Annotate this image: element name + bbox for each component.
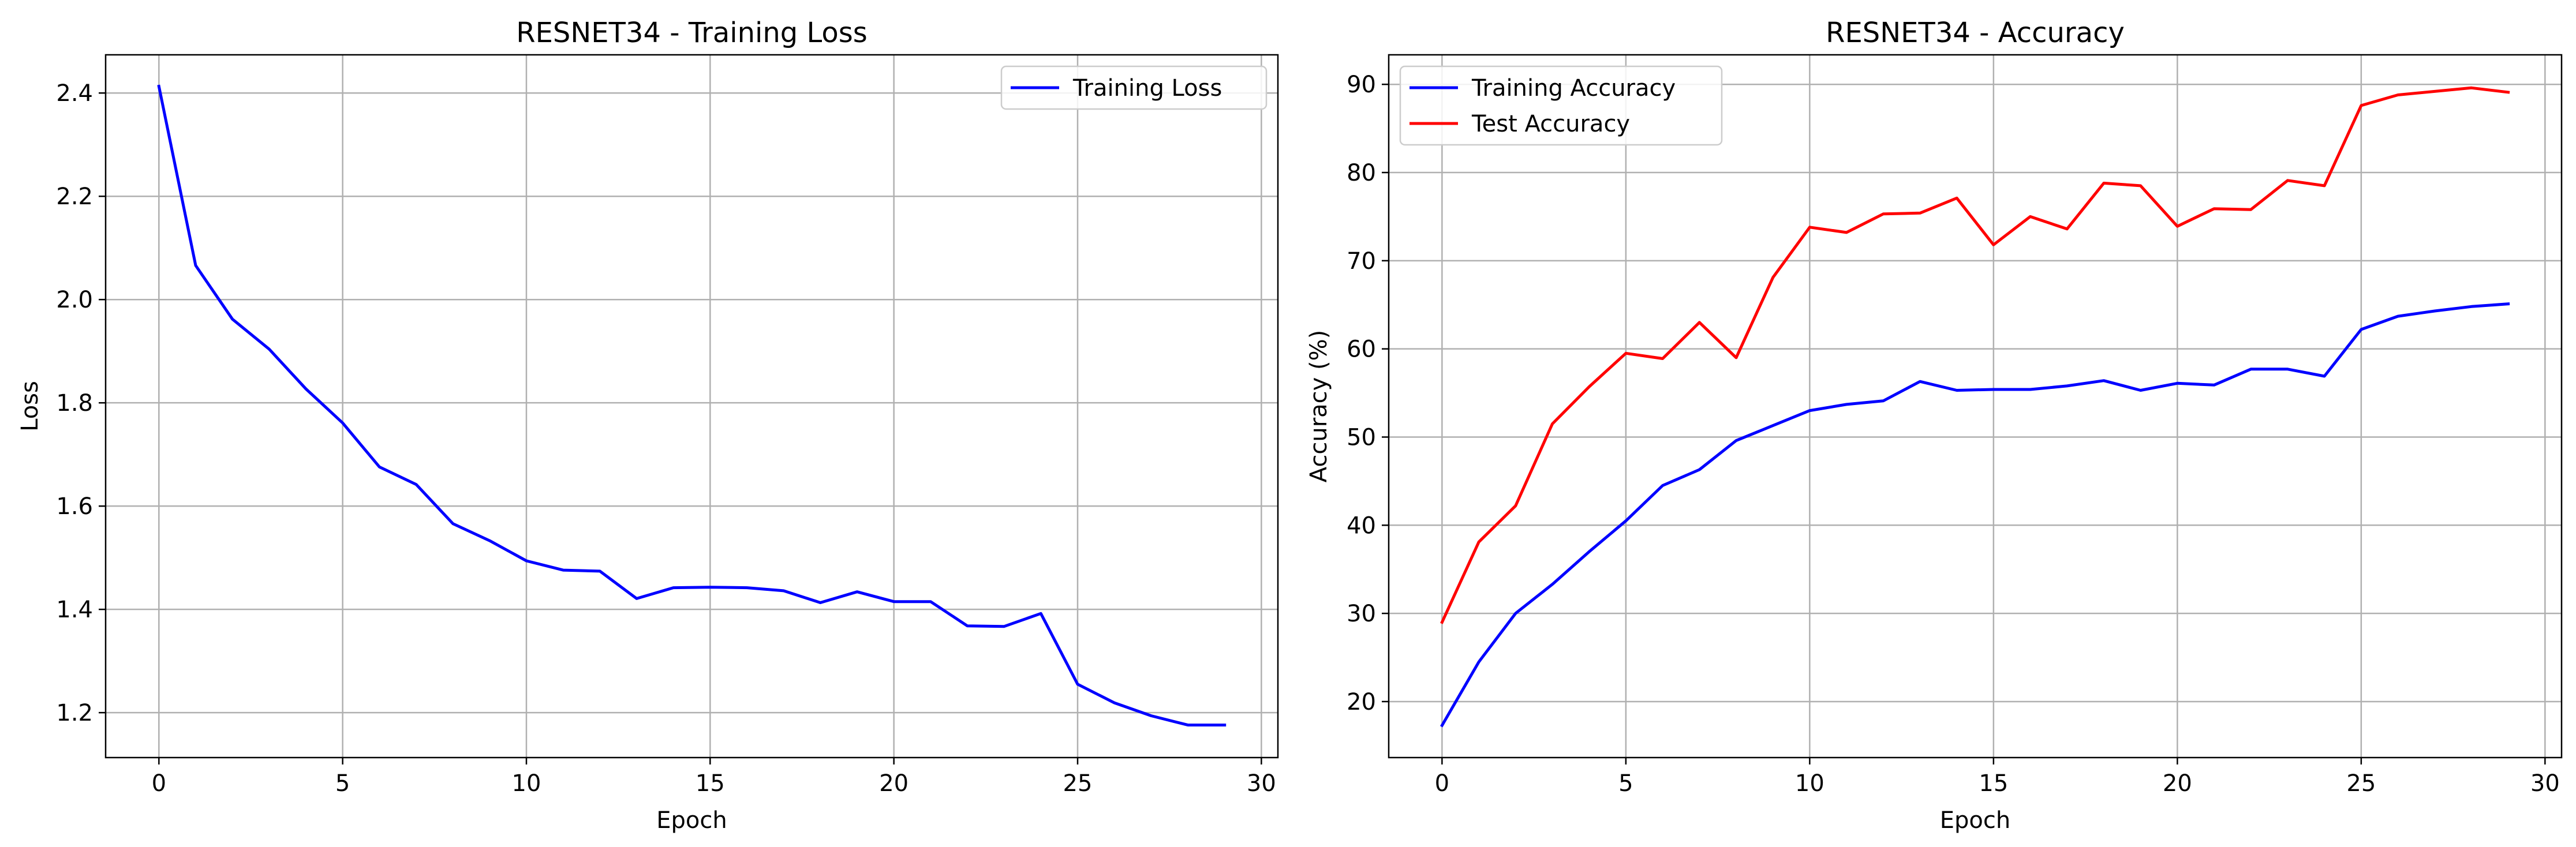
accuracy-chart-x-tick-label: 20 bbox=[2163, 770, 2192, 797]
loss-chart-title: RESNET34 - Training Loss bbox=[516, 17, 868, 49]
loss-chart-y-ticks: 1.2 1.4 1.6 1.8 2.0 2.2 2.4 bbox=[56, 80, 106, 726]
accuracy-chart-x-tick-label: 25 bbox=[2346, 770, 2376, 797]
loss-chart-y-tick-label: 2.2 bbox=[56, 183, 93, 210]
accuracy-chart-axes-frame bbox=[1388, 54, 2563, 759]
accuracy-chart-test-accuracy-line bbox=[1440, 86, 2510, 624]
accuracy-chart-legend: Training Accuracy Test Accuracy bbox=[1399, 65, 1723, 146]
loss-chart-y-tick-label: 1.4 bbox=[56, 597, 93, 623]
accuracy-chart-legend-box bbox=[1399, 65, 1723, 146]
accuracy-chart-legend-label-test-accuracy: Test Accuracy bbox=[1471, 111, 1630, 137]
accuracy-chart-legend-label-training-accuracy: Training Accuracy bbox=[1471, 75, 1676, 102]
accuracy-chart-training-accuracy-line bbox=[1440, 302, 2510, 728]
loss-chart-y-tick-label: 1.2 bbox=[56, 700, 93, 726]
accuracy-chart-y-axis-label: Accuracy (%) bbox=[1306, 330, 1332, 483]
loss-chart-axes-frame bbox=[104, 54, 1279, 759]
loss-chart-panel: 0 5 10 15 20 25 30 1.2 1.4 1.6 1.8 2.0 2.2 2.4 RESNE… bbox=[17, 17, 1279, 834]
loss-chart-legend-label-training-loss: Training Loss bbox=[1072, 75, 1222, 102]
loss-chart-series bbox=[157, 84, 1227, 727]
accuracy-chart-x-ticks: 0 5 10 15 20 25 30 bbox=[1435, 758, 2560, 797]
accuracy-chart-x-tick-label: 10 bbox=[1795, 770, 1824, 797]
loss-chart-legend: Training Loss bbox=[1000, 65, 1268, 110]
accuracy-chart-y-tick-label: 30 bbox=[1347, 601, 1376, 627]
accuracy-chart-y-tick-label: 40 bbox=[1347, 512, 1376, 539]
loss-chart-y-tick-label: 2.4 bbox=[56, 80, 93, 107]
loss-chart-x-tick-label: 15 bbox=[696, 770, 725, 797]
accuracy-chart-y-ticks: 20 30 40 50 60 70 80 90 bbox=[1347, 72, 1389, 715]
loss-chart-legend-box bbox=[1000, 65, 1268, 110]
loss-chart-y-tick-label: 1.8 bbox=[56, 390, 93, 417]
accuracy-chart-y-tick-label: 20 bbox=[1347, 689, 1376, 715]
accuracy-chart-y-tick-label: 90 bbox=[1347, 72, 1376, 98]
accuracy-chart-x-tick-label: 0 bbox=[1435, 770, 1449, 797]
loss-chart-x-tick-label: 5 bbox=[335, 770, 350, 797]
loss-chart-x-tick-label: 0 bbox=[152, 770, 166, 797]
loss-chart-training-loss-line bbox=[157, 84, 1227, 727]
loss-chart-y-tick-label: 1.6 bbox=[56, 493, 93, 520]
accuracy-chart-y-tick-label: 60 bbox=[1347, 336, 1376, 363]
accuracy-chart-x-tick-label: 15 bbox=[1979, 770, 2008, 797]
accuracy-chart-x-tick-label: 5 bbox=[1618, 770, 1633, 797]
accuracy-chart-panel: 0 5 10 15 20 25 30 20 30 40 50 60 70 80 90 RESNET34 -… bbox=[1306, 17, 2563, 834]
accuracy-chart-x-axis-label: Epoch bbox=[1940, 807, 2010, 834]
loss-chart-x-tick-label: 20 bbox=[879, 770, 908, 797]
loss-chart-x-axis-label: Epoch bbox=[656, 807, 727, 834]
accuracy-chart-y-tick-label: 50 bbox=[1347, 424, 1376, 451]
loss-chart-x-tick-label: 30 bbox=[1247, 770, 1276, 797]
loss-chart-x-ticks: 0 5 10 15 20 25 30 bbox=[152, 758, 1276, 797]
accuracy-chart-gridlines bbox=[1389, 55, 2562, 758]
loss-chart-y-axis-label: Loss bbox=[17, 381, 43, 432]
accuracy-chart-y-tick-label: 80 bbox=[1347, 160, 1376, 186]
accuracy-chart-x-tick-label: 30 bbox=[2530, 770, 2560, 797]
accuracy-chart-y-tick-label: 70 bbox=[1347, 248, 1376, 275]
loss-chart-x-tick-label: 25 bbox=[1063, 770, 1093, 797]
accuracy-chart-series bbox=[1440, 86, 2510, 728]
loss-chart-y-tick-label: 2.0 bbox=[56, 287, 93, 313]
loss-chart-x-tick-label: 10 bbox=[512, 770, 541, 797]
accuracy-chart-title: RESNET34 - Accuracy bbox=[1826, 17, 2125, 49]
